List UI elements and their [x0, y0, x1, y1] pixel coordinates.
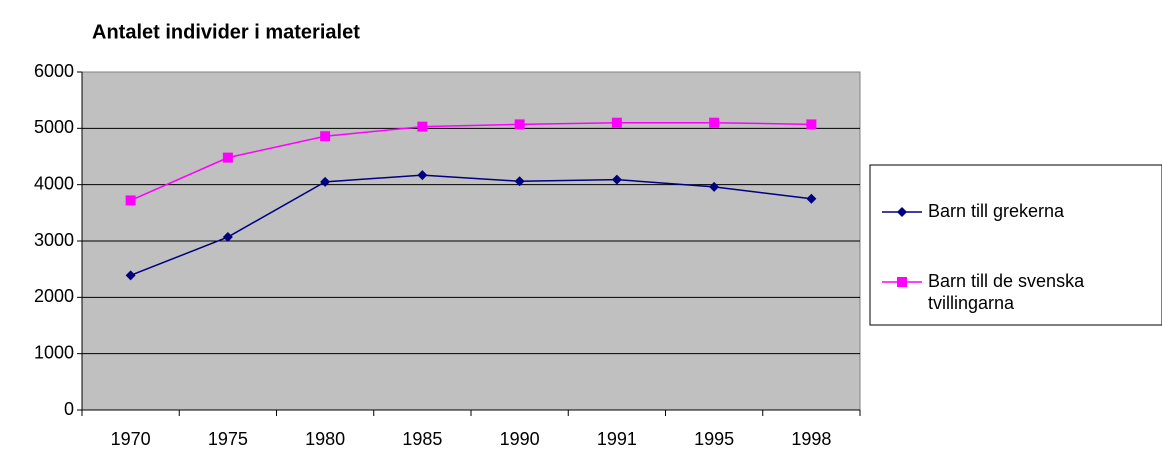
point	[222, 232, 233, 243]
chart-title: Antalet individer i materialet	[92, 21, 360, 43]
point	[611, 117, 622, 128]
point	[222, 152, 233, 163]
point	[806, 193, 817, 204]
legend-marker	[897, 207, 907, 217]
y-tick-label: 0	[64, 399, 74, 419]
legend-label: Barn till de svenska tvillingarna	[928, 271, 1085, 313]
x-tick-label: 1990	[500, 429, 540, 449]
point	[125, 270, 136, 281]
point	[320, 176, 331, 187]
point	[806, 119, 817, 130]
point	[611, 174, 622, 185]
y-tick-label: 3000	[34, 230, 74, 250]
point	[709, 117, 720, 128]
legend-marker	[897, 277, 907, 287]
x-tick-label: 1980	[305, 429, 345, 449]
y-tick-label: 1000	[34, 342, 74, 362]
y-tick-label: 5000	[34, 117, 74, 137]
x-tick-label: 1985	[402, 429, 442, 449]
point	[514, 176, 525, 187]
legend	[869, 164, 1162, 326]
point	[125, 195, 136, 206]
x-tick-label: 1970	[111, 429, 151, 449]
y-tick-label: 6000	[34, 61, 74, 81]
series-line	[130, 121, 812, 202]
point	[417, 170, 428, 181]
y-tick-label: 4000	[34, 173, 74, 193]
point	[514, 119, 525, 130]
x-tick-label: 1998	[791, 429, 831, 449]
point	[320, 131, 331, 142]
legend-label: Barn till grekerna	[928, 201, 1065, 221]
x-tick-label: 1991	[597, 429, 637, 449]
x-tick-label: 1975	[208, 429, 248, 449]
point	[709, 181, 720, 192]
point	[417, 121, 428, 132]
y-tick-label: 2000	[34, 286, 74, 306]
series-line	[130, 174, 812, 277]
x-tick-label: 1995	[694, 429, 734, 449]
